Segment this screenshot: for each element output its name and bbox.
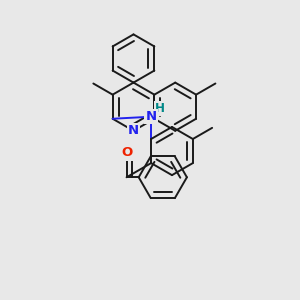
Text: N: N xyxy=(146,110,157,123)
Text: H: H xyxy=(154,102,164,115)
Text: N: N xyxy=(146,110,157,123)
Text: O: O xyxy=(121,146,132,160)
Text: N: N xyxy=(128,124,139,137)
